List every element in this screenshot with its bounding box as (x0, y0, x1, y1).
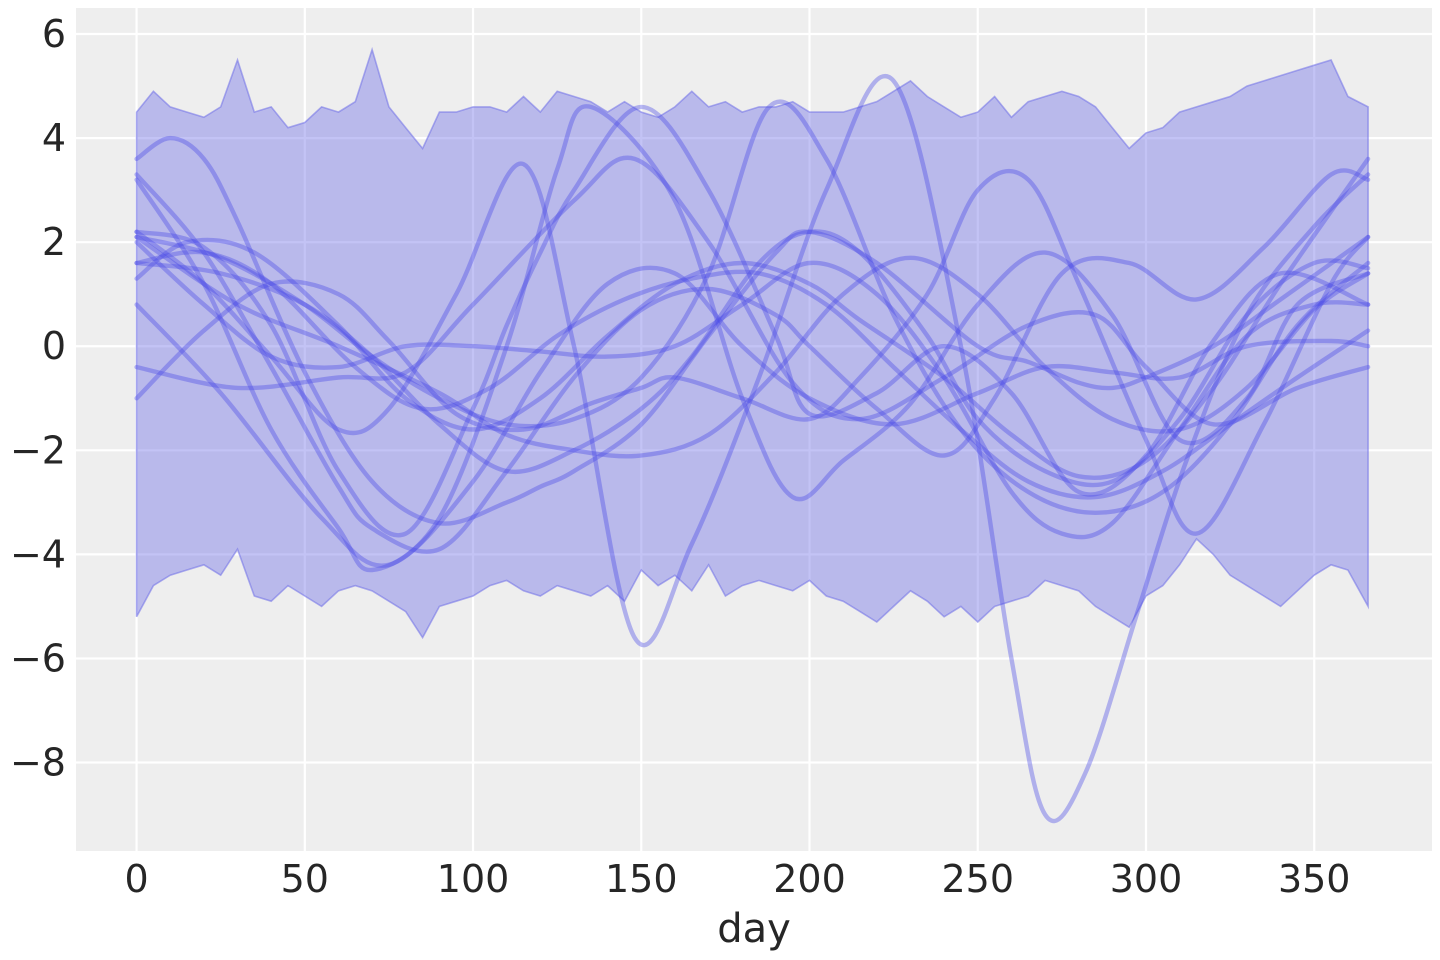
uncertainty-band-group (135, 46, 1369, 640)
x-tick-label: 50 (281, 857, 329, 901)
x-tick-label: 200 (773, 857, 846, 901)
y-tick-label: 0 (42, 324, 66, 368)
sample-curve-10 (134, 240, 1371, 540)
sample-curve-8 (134, 104, 1371, 573)
x-axis-title: day (717, 906, 791, 952)
sample-curve-6 (134, 265, 1371, 568)
x-tick-label: 150 (605, 857, 678, 901)
x-tick-label: 250 (941, 857, 1014, 901)
y-tick-label: −4 (10, 532, 66, 576)
y-tick-label: 2 (42, 220, 66, 264)
sample-curve-12 (134, 249, 1371, 500)
y-tick-label: 6 (42, 12, 66, 56)
uncertainty-band (135, 46, 1369, 640)
grid (76, 8, 1432, 851)
sample-curve-3 (134, 229, 1371, 488)
sample-curve-9 (134, 169, 1371, 536)
sample-curve-14 (134, 99, 1371, 515)
x-tick-labels: 0 50 100 150 200 250 300 350 (124, 857, 1350, 901)
x-tick-label: 350 (1278, 857, 1351, 901)
y-tick-label: 4 (42, 116, 66, 160)
sample-curve-1 (134, 135, 1371, 526)
plot-background (76, 8, 1432, 851)
sample-curves-group (134, 73, 1371, 824)
sample-curve-11 (134, 234, 1371, 459)
x-tick-label: 0 (124, 857, 148, 901)
y-tick-label: −8 (10, 741, 66, 785)
sample-curve-4 (134, 155, 1371, 427)
sample-curve-5 (134, 156, 1371, 481)
sample-curve-13 (134, 73, 1371, 824)
y-tick-label: −6 (10, 636, 66, 680)
x-tick-label: 300 (1110, 857, 1183, 901)
y-tick-labels: 6 4 2 0 −2 −4 −6 −8 (10, 12, 66, 785)
y-tick-label: −2 (10, 428, 66, 472)
x-tick-label: 100 (437, 857, 510, 901)
sample-curve-7 (134, 168, 1371, 554)
sample-curve-2 (134, 104, 1371, 538)
